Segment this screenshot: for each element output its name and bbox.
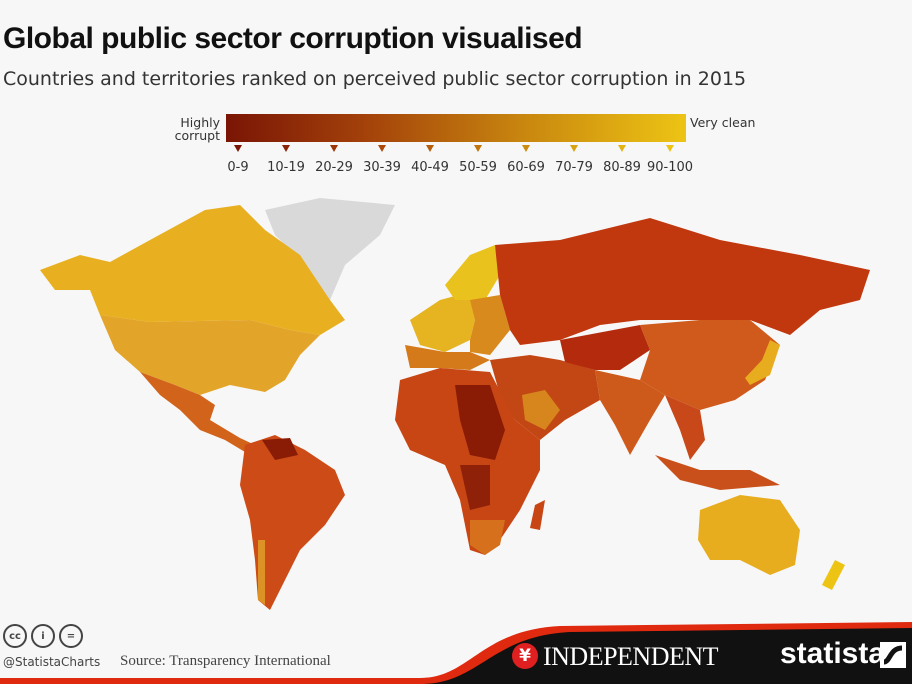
cc-license-icons: cc i = [3,624,83,648]
legend-right-label: Very clean [690,115,756,130]
legend-tick-label: 70-79 [555,160,593,175]
page-title: Global public sector corruption visualis… [3,22,583,55]
legend-tick-marker [666,145,674,152]
region-gulf [522,390,560,430]
region-south-america [240,435,345,610]
legend-color-bar [226,114,686,142]
legend-left-label: Highly corrupt [174,115,220,143]
legend-tick-marker [378,145,386,152]
legend-tick-label: 0-9 [227,160,249,175]
region-eastern-europe [470,295,510,355]
legend-tick-label: 40-49 [411,160,449,175]
region-southern-europe [405,345,490,370]
legend-tick-marker [426,145,434,152]
region-scandinavia [445,245,500,300]
region-central-america [140,372,255,452]
legend-tick-label: 10-19 [267,160,305,175]
legend-tick-label: 20-29 [315,160,353,175]
legend-tick-label: 80-89 [603,160,641,175]
region-southeast-asia [665,395,705,460]
legend-tick-label: 90-100 [646,160,694,175]
legend-tick-marker [234,145,242,152]
independent-eagle-icon: ¥ [512,643,538,669]
statista-logo: statista [780,637,886,670]
region-central-asia [560,325,650,370]
region-canada [40,205,345,335]
no-derivatives-icon: = [59,624,83,648]
region-russia [495,218,870,345]
cc-icon: cc [3,624,27,648]
region-usa [100,315,320,395]
region-sahel-dark [455,385,505,460]
legend-tick-label: 30-39 [363,160,401,175]
statista-mark-icon [880,642,906,668]
legend-tick-label: 50-59 [459,160,497,175]
region-venezuela [262,438,298,460]
region-madagascar [530,500,545,530]
region-western-europe [410,292,475,352]
legend-tick-marker [474,145,482,152]
legend-tick-marker [522,145,530,152]
region-new-zealand [822,560,845,590]
page-subtitle: Countries and territories ranked on perc… [3,68,747,90]
region-chile-uruguay [258,540,265,605]
attribution-icon: i [31,624,55,648]
region-australia [698,495,800,575]
legend-tick-marker [282,145,290,152]
region-southern-africa [470,520,505,555]
region-china [640,320,780,410]
independent-logo: INDEPENDENT [543,642,719,671]
footer-band [0,622,912,684]
source-note: Source: Transparency International [120,653,331,669]
region-japan [745,340,780,385]
region-india [595,370,665,455]
region-africa [395,368,540,555]
legend-tick-label: 60-69 [507,160,545,175]
region-central-africa-dark [460,465,490,510]
twitter-handle: @StatistaCharts [3,655,101,669]
legend-tick-marker [330,145,338,152]
legend-tick-marker [570,145,578,152]
region-indonesia [655,455,780,490]
legend-tick-marker [618,145,626,152]
region-greenland [265,198,395,300]
world-map [40,198,870,610]
